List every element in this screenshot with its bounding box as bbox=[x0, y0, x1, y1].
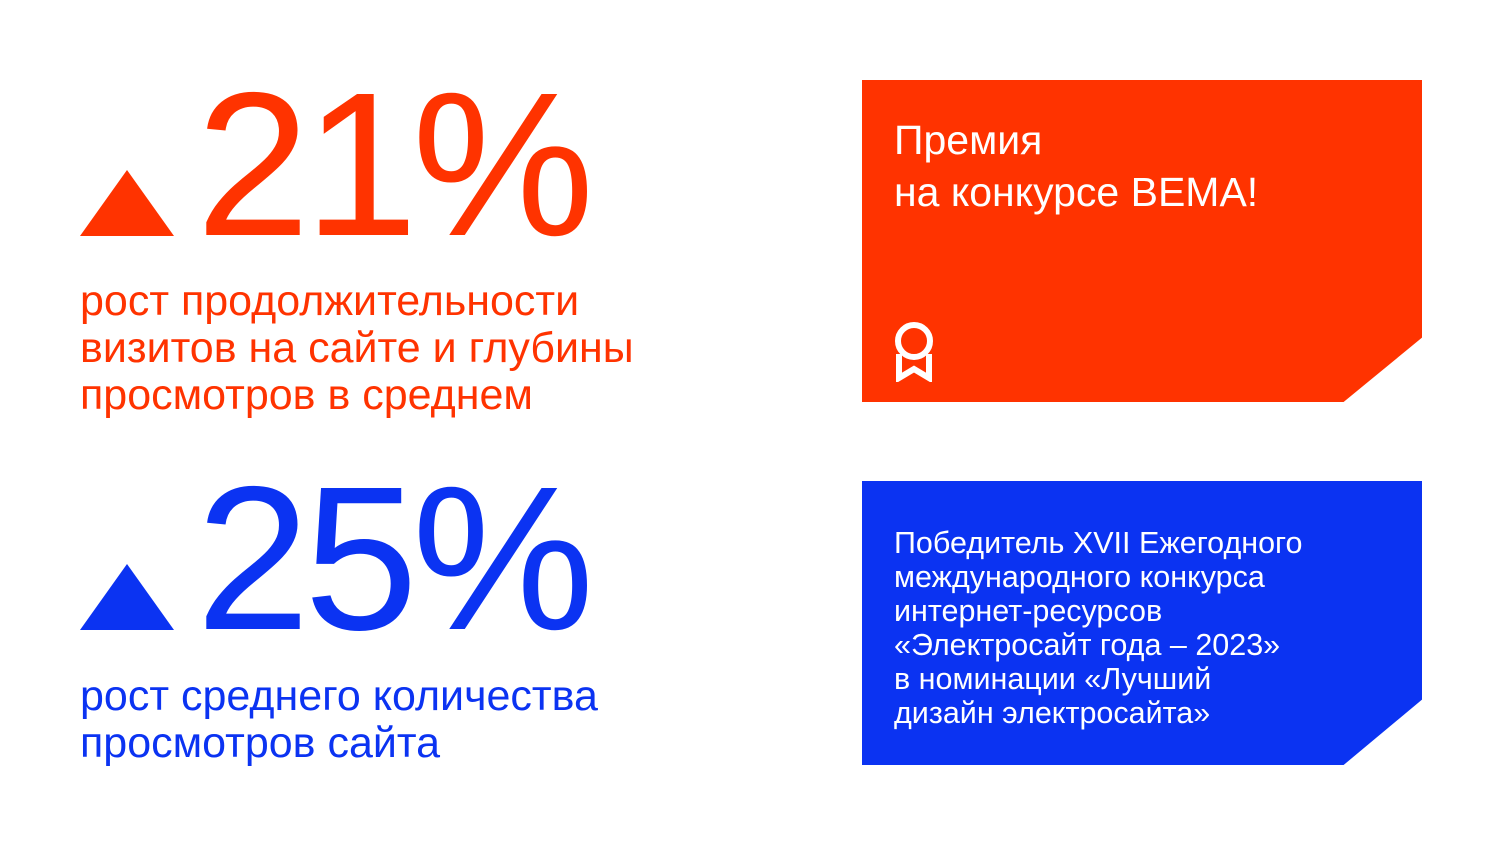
award-card: Премия на конкурсе ВЕМА! bbox=[862, 80, 1422, 402]
stat-description-pageviews: рост среднего количества просмотров сайт… bbox=[80, 672, 598, 767]
award-ribbon-icon bbox=[895, 322, 933, 382]
stat-value-pageviews: 25% bbox=[196, 444, 594, 673]
stat-value-duration: 21% bbox=[196, 50, 594, 279]
triangle-up-icon bbox=[80, 170, 174, 236]
award-card-title: Премия на конкурсе ВЕМА! bbox=[894, 117, 1259, 215]
winner-card: Победитель XVII Ежегодного международног… bbox=[862, 481, 1422, 765]
winner-card-text: Победитель XVII Ежегодного международног… bbox=[894, 526, 1303, 730]
stat-description-duration: рост продолжительности визитов на сайте … bbox=[80, 277, 634, 419]
triangle-up-icon bbox=[80, 564, 174, 630]
